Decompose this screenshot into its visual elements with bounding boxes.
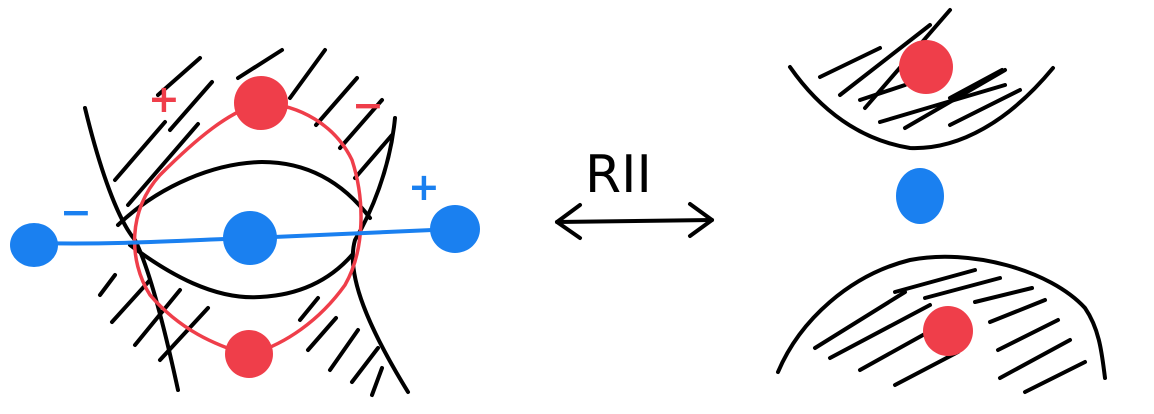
blue-dot-right	[430, 205, 480, 253]
arrowhead-left	[555, 203, 582, 240]
inner-lens-top	[116, 160, 372, 227]
move-indicator: RII	[555, 145, 714, 240]
left-outer-curve	[83, 106, 180, 392]
bottom-cap-curve	[776, 254, 1107, 380]
red-dot-lower	[923, 306, 973, 356]
bottom-cap-hatching	[813, 268, 1087, 394]
arrowhead-right	[688, 202, 714, 238]
left-hatching-top	[113, 48, 394, 207]
red-dot-upper	[899, 40, 953, 94]
blue-dot-middle	[896, 168, 944, 224]
move-label: RII	[585, 145, 652, 205]
top-cup-curve	[788, 65, 1055, 151]
red-minus-sign: −	[352, 83, 384, 127]
right-configuration	[776, 8, 1107, 394]
double-arrow	[555, 218, 714, 224]
red-dot-bottom	[225, 330, 273, 378]
right-outer-curve	[350, 116, 410, 394]
blue-dot-center	[223, 211, 277, 265]
blue-plus-sign: +	[408, 165, 440, 209]
blue-minus-sign: −	[60, 190, 92, 234]
inner-lens-bottom	[128, 243, 354, 300]
left-configuration: + − − +	[10, 48, 480, 397]
blue-dot-left	[10, 223, 58, 267]
red-dot-top	[234, 76, 288, 130]
red-plus-sign: +	[148, 77, 180, 121]
